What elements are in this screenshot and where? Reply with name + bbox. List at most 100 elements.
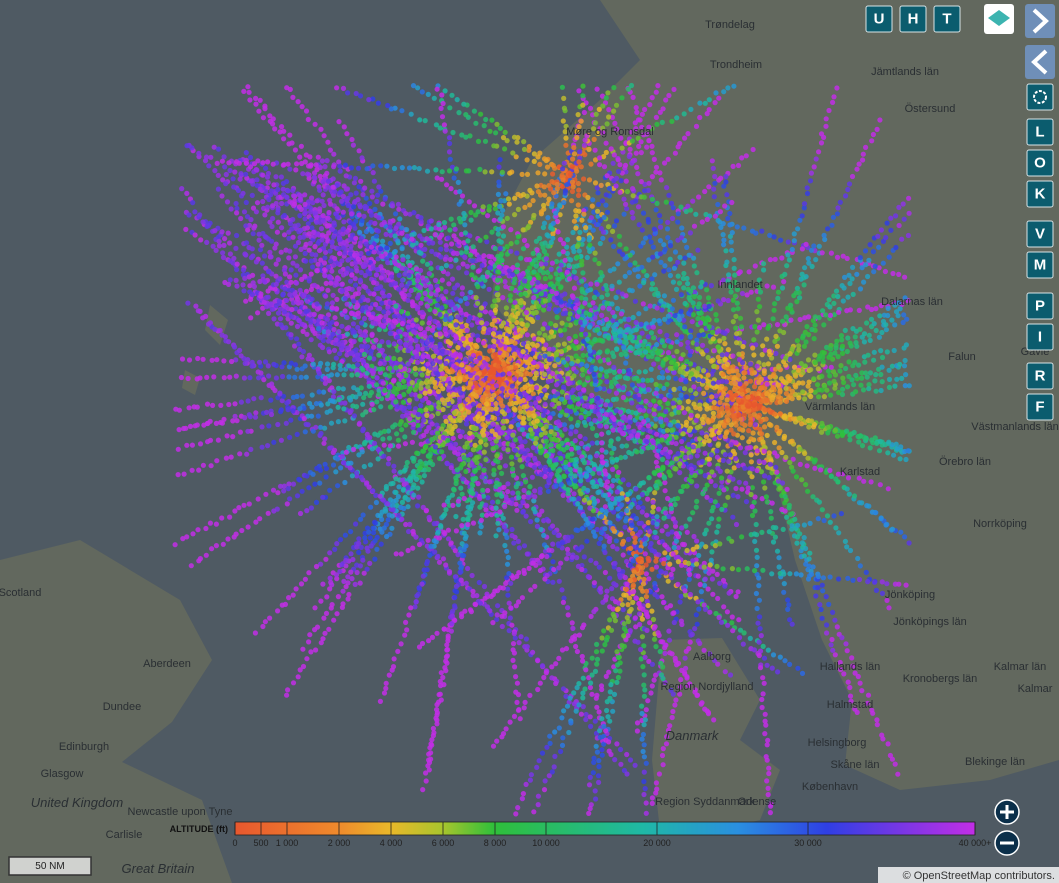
track-dot (562, 327, 568, 333)
track-dot (220, 254, 227, 261)
track-dot (234, 283, 240, 289)
track-dot (860, 157, 866, 163)
track-dot (681, 260, 687, 266)
track-dot (843, 365, 849, 372)
track-dot (536, 758, 542, 764)
track-dot (667, 603, 674, 609)
track-dot (346, 444, 352, 451)
track-dot (611, 152, 617, 158)
track-dot (367, 462, 373, 468)
track-dot (381, 309, 387, 315)
track-dot (862, 359, 868, 365)
track-dot (318, 126, 324, 132)
track-dot (567, 695, 573, 701)
track-dot (521, 494, 527, 500)
track-dot (574, 555, 580, 561)
track-dot (356, 536, 362, 542)
track-dot (580, 450, 586, 456)
track-dot (503, 191, 509, 197)
track-dot (640, 731, 647, 738)
track-dot (648, 239, 654, 245)
track-dot (649, 800, 655, 807)
track-dot (564, 244, 570, 250)
track-dot (513, 811, 519, 817)
track-dot (483, 457, 489, 463)
track-dot (280, 180, 286, 186)
track-dot (596, 764, 602, 770)
track-dot (652, 490, 658, 496)
track-dot (664, 226, 671, 232)
track-dot (341, 124, 347, 130)
track-dot (905, 232, 912, 239)
track-dot (599, 686, 605, 693)
track-dot (590, 197, 596, 203)
track-dot (248, 217, 254, 223)
track-dot (672, 150, 679, 156)
track-dot (603, 202, 609, 208)
track-dot (425, 91, 431, 97)
track-dot (846, 181, 853, 187)
track-dot (722, 583, 728, 589)
track-dot (614, 126, 620, 132)
track-dot (659, 752, 666, 759)
track-dot (328, 605, 334, 611)
track-dot (361, 463, 367, 470)
track-dot (365, 288, 371, 294)
track-dot (253, 95, 259, 101)
track-dot (388, 106, 394, 112)
track-dot (722, 502, 728, 508)
track-dot (709, 516, 715, 522)
track-dot (621, 368, 627, 374)
track-dot (896, 271, 902, 277)
track-dot (677, 599, 683, 605)
track-dot (597, 240, 603, 247)
track-dot (813, 257, 819, 263)
track-dot (513, 154, 519, 160)
track-dot (712, 499, 718, 505)
track-dot (834, 433, 841, 439)
track-dot (580, 236, 586, 243)
track-dot (641, 722, 647, 728)
track-dot (300, 646, 306, 652)
track-dot (824, 387, 830, 393)
track-dot (642, 717, 649, 723)
track-dot (203, 525, 209, 532)
track-dot (475, 138, 482, 144)
track-dot (273, 375, 279, 381)
track-dot (867, 337, 873, 343)
track-dot (702, 188, 708, 195)
track-dot (449, 92, 455, 98)
track-dot (733, 485, 739, 492)
track-dot (308, 337, 314, 343)
track-dot (690, 510, 696, 516)
track-dot (500, 135, 507, 141)
track-dot (405, 254, 411, 260)
track-dot (241, 375, 247, 381)
track-dot (442, 88, 448, 94)
track-dot (689, 394, 695, 401)
track-dot (342, 479, 348, 486)
track-dot (339, 323, 345, 329)
track-dot (693, 123, 700, 129)
track-dot (642, 369, 649, 375)
track-dot (517, 716, 523, 722)
track-dot (424, 261, 430, 267)
track-dot (696, 606, 702, 612)
track-dot (624, 751, 630, 758)
track-dot (639, 736, 645, 742)
track-dot (884, 349, 890, 355)
track-dot (693, 612, 699, 618)
track-dot (282, 309, 288, 315)
track-dot (292, 147, 298, 153)
track-dot (847, 437, 853, 443)
track-dot (269, 238, 275, 244)
track-dot (548, 321, 554, 327)
track-dot (483, 442, 489, 448)
track-dot (847, 307, 854, 313)
track-dot (660, 746, 666, 752)
track-dot (375, 295, 381, 301)
track-dot (590, 425, 596, 431)
track-dot (856, 439, 862, 445)
track-dot (253, 259, 259, 265)
